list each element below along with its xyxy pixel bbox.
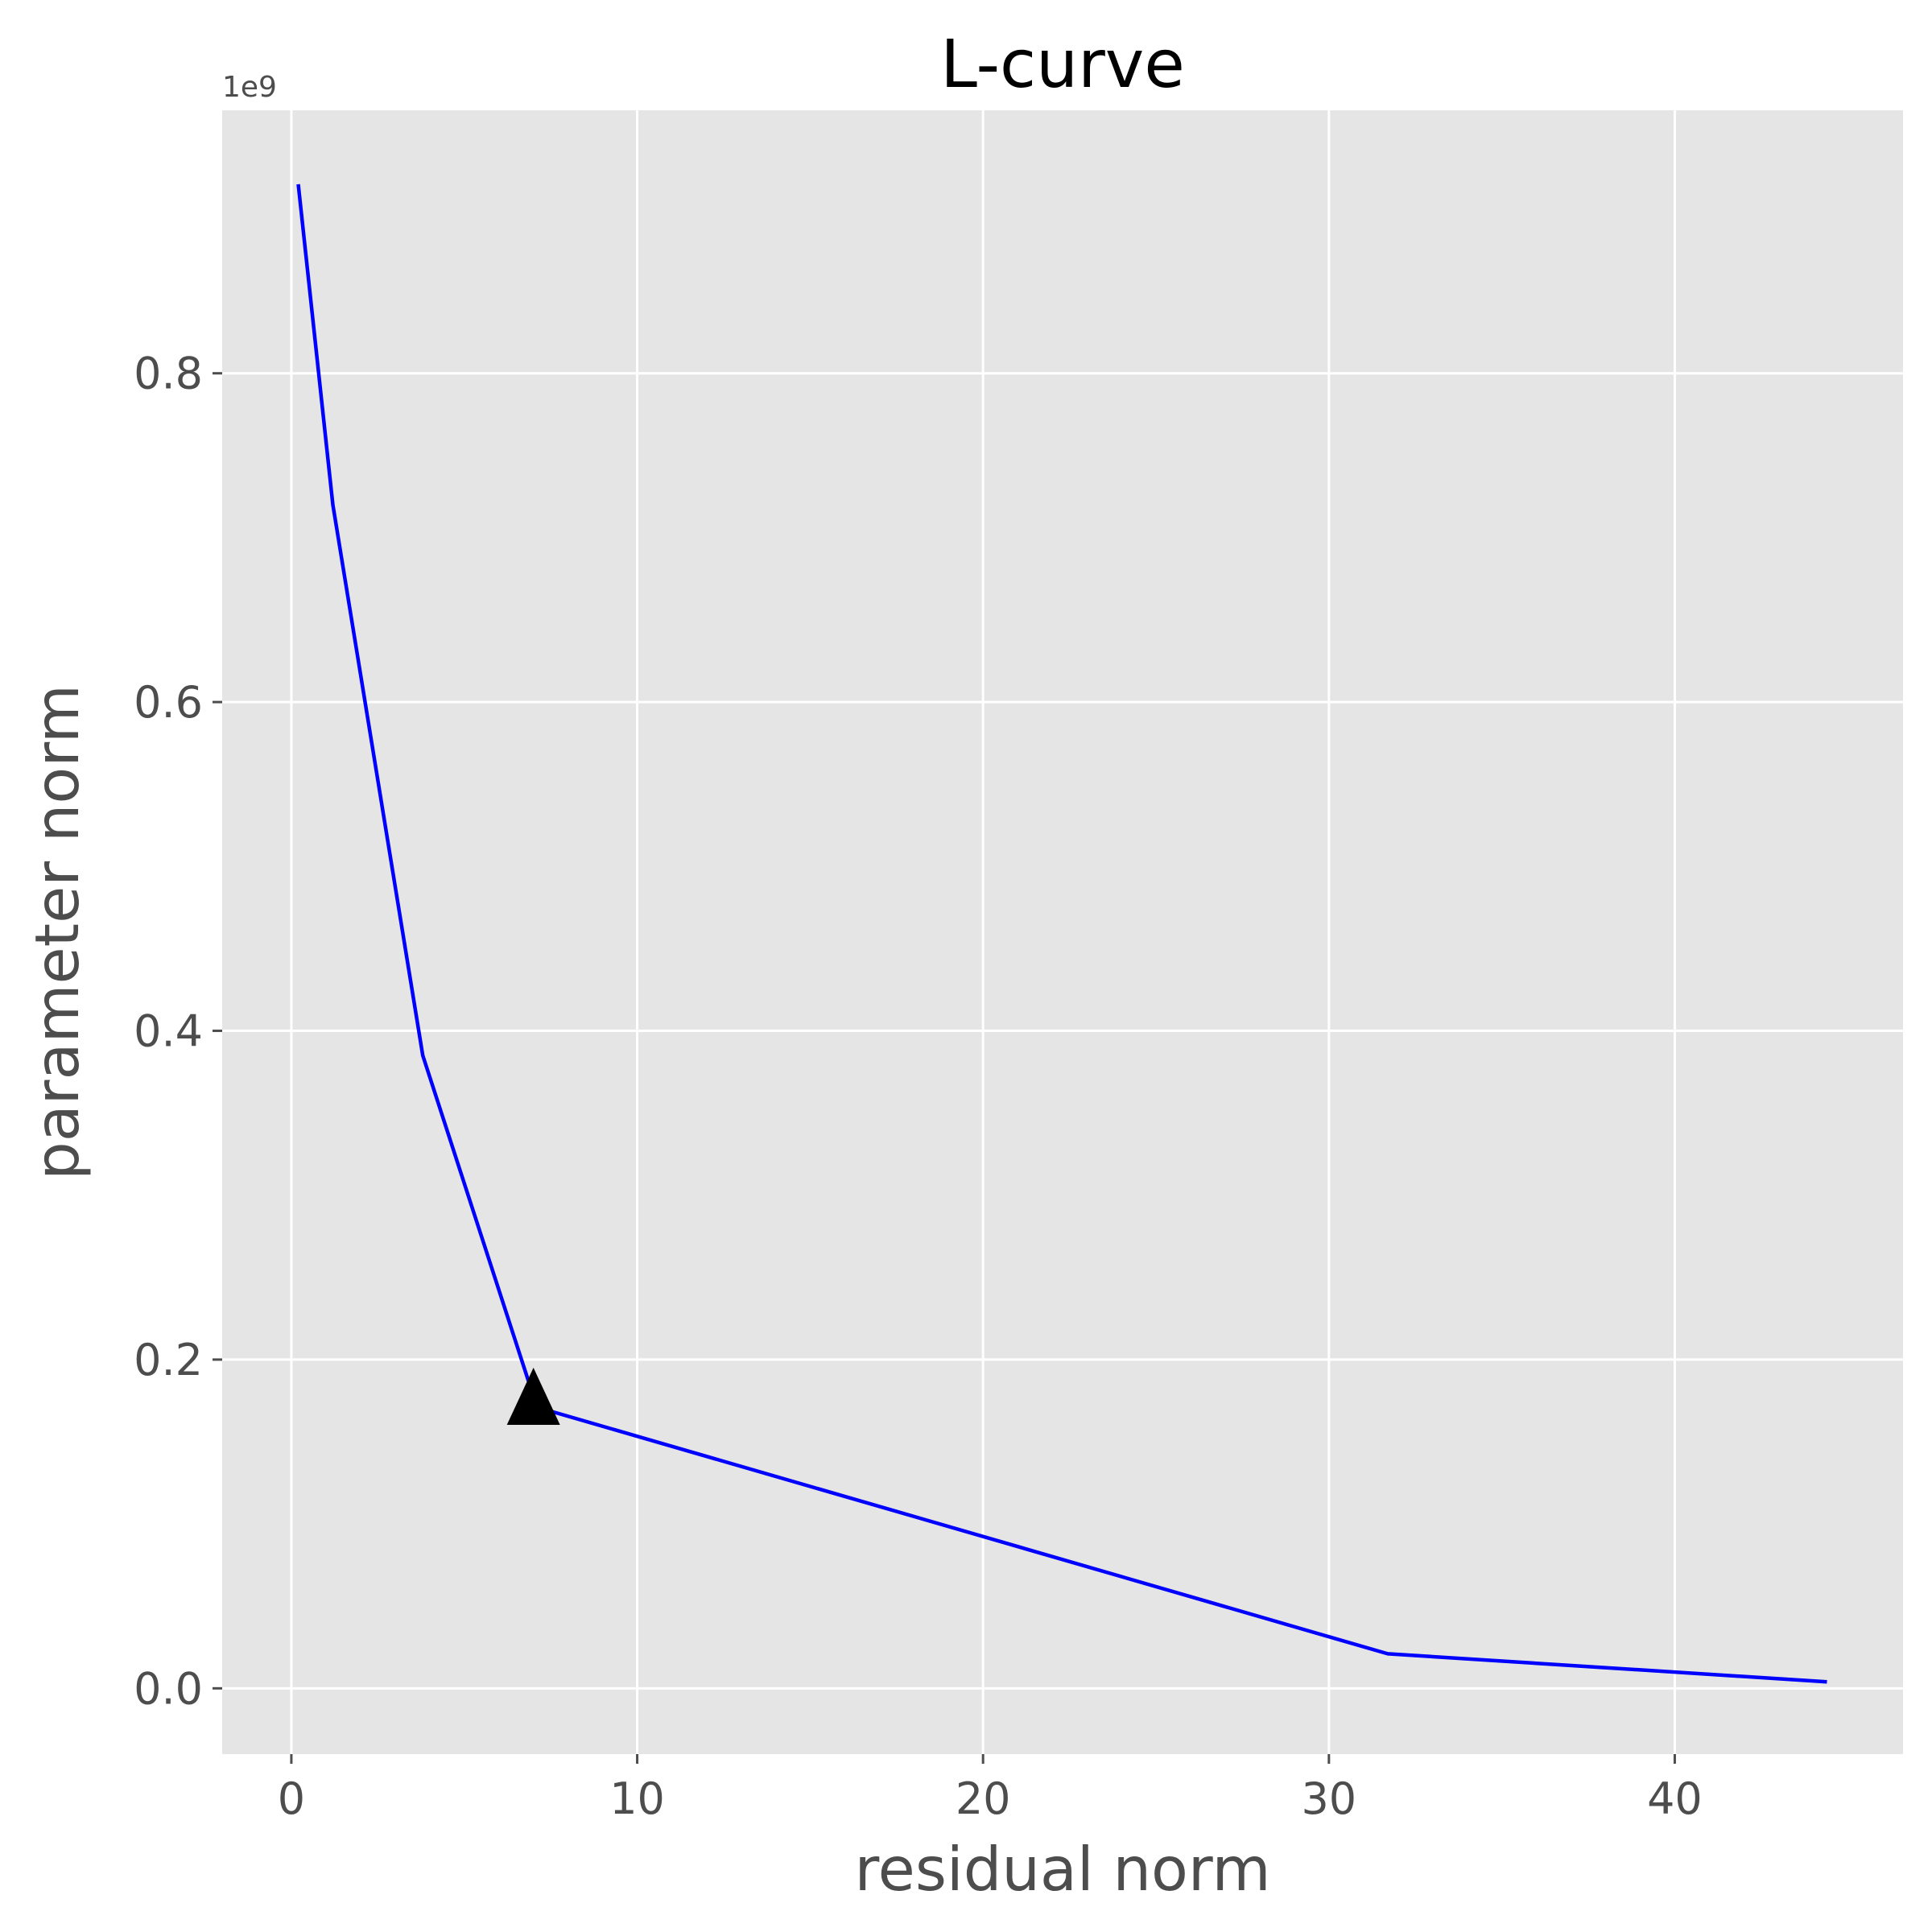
x-tick-label: 10	[609, 1773, 665, 1824]
x-tick-label: 40	[1647, 1773, 1703, 1824]
x-tick-label: 30	[1301, 1773, 1356, 1824]
series-line	[296, 184, 1827, 1684]
y-axis-label: parameter norm	[22, 684, 93, 1180]
series-layer	[296, 184, 1827, 1684]
x-axis-label: residual norm	[854, 1834, 1270, 1905]
axis-ticks: 0 10 20 30 40 0.0 0.2 0.4 0.6 0.8	[134, 349, 1703, 1824]
grid-lines	[222, 110, 1903, 1754]
x-tick-label: 0	[278, 1773, 305, 1824]
x-tick-label: 20	[956, 1773, 1011, 1824]
chart-title: L-curve	[940, 27, 1185, 103]
selected-point-triangle-marker	[506, 1368, 560, 1426]
marker-layer	[506, 1368, 560, 1426]
y-tick-label: 0.4	[134, 1006, 203, 1057]
y-tick-label: 0.8	[134, 349, 203, 399]
y-tick-label: 0.6	[134, 677, 203, 728]
y-tick-label: 0.2	[134, 1335, 203, 1385]
y-tick-label: 0.0	[134, 1663, 203, 1714]
y-offset-label: 1e9	[222, 71, 277, 104]
plot-area	[222, 110, 1903, 1754]
